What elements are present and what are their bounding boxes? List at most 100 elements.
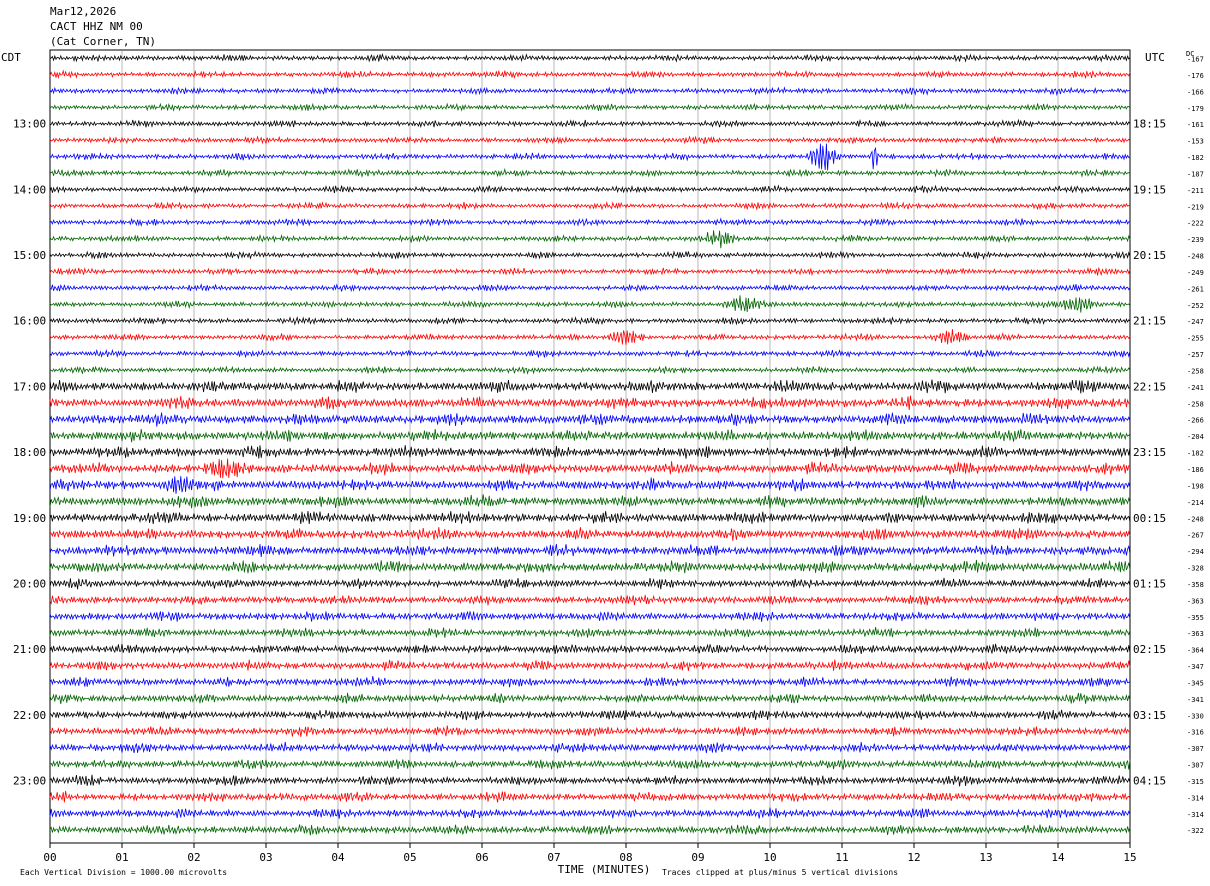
right-hour-label: 21:15 <box>1133 315 1166 328</box>
station-code: CACT HHZ NM 00 <box>50 20 143 33</box>
right-hour-label: 20:15 <box>1133 249 1166 262</box>
x-tick-label: 13 <box>979 851 992 864</box>
dc-offset-label: -257 <box>1187 351 1204 359</box>
left-hour-label: 14:00 <box>13 183 46 196</box>
dc-offset-label: -249 <box>1187 269 1204 277</box>
dc-offset-label: -364 <box>1187 647 1204 655</box>
x-tick-label: 10 <box>763 851 776 864</box>
dc-offset-label: -322 <box>1187 827 1204 835</box>
x-tick-label: 12 <box>907 851 920 864</box>
seismic-trace <box>49 759 1131 770</box>
seismic-trace <box>49 807 1131 819</box>
right-hour-label: 02:15 <box>1133 643 1166 656</box>
seismic-trace <box>49 266 1131 277</box>
left-hour-label: 16:00 <box>13 315 46 328</box>
x-tick-label: 08 <box>619 851 632 864</box>
seismic-trace <box>49 135 1131 145</box>
left-hour-label: 20:00 <box>13 577 46 590</box>
seismic-trace <box>49 348 1131 359</box>
left-hour-label: 22:00 <box>13 709 46 722</box>
dc-offset-label: -182 <box>1187 450 1204 458</box>
dc-offset-label: -219 <box>1187 203 1204 211</box>
x-tick-label: 09 <box>691 851 704 864</box>
dc-offset-label: -153 <box>1187 138 1204 146</box>
dc-offset-label: -261 <box>1187 285 1204 293</box>
seismic-trace <box>49 543 1131 557</box>
scale-note: Each Vertical Division = 1000.00 microvo… <box>20 868 227 877</box>
right-hour-label: 00:15 <box>1133 512 1166 525</box>
right-timezone-label: UTC <box>1145 51 1165 64</box>
seismic-trace <box>49 643 1131 655</box>
x-tick-label: 07 <box>547 851 560 864</box>
dc-offset-label: -179 <box>1187 105 1204 113</box>
dc-offset-label: -182 <box>1187 154 1204 162</box>
x-tick-label: 04 <box>331 851 345 864</box>
x-tick-label: 14 <box>1051 851 1065 864</box>
dc-offset-label: -248 <box>1187 253 1204 261</box>
dc-offset-label: -294 <box>1187 548 1204 556</box>
right-hour-label: 22:15 <box>1133 380 1166 393</box>
seismic-trace <box>49 774 1131 787</box>
right-hour-label: 19:15 <box>1133 183 1166 196</box>
dc-offset-label: -214 <box>1187 499 1204 507</box>
seismic-trace <box>49 494 1131 509</box>
seismic-trace <box>49 676 1131 688</box>
x-tick-label: 11 <box>835 851 848 864</box>
left-hour-label: 17:00 <box>13 380 46 393</box>
seismic-trace <box>49 659 1131 671</box>
x-tick-label: 03 <box>259 851 272 864</box>
dc-offset-label: -166 <box>1187 88 1204 96</box>
dc-offset-label: -330 <box>1187 712 1204 720</box>
seismic-trace <box>49 741 1131 754</box>
seismic-trace <box>49 824 1131 836</box>
station-location: (Cat Corner, TN) <box>50 35 156 48</box>
left-hour-label: 15:00 <box>13 249 46 262</box>
right-hour-label: 03:15 <box>1133 709 1166 722</box>
dc-offset-label: -222 <box>1187 220 1204 228</box>
seismic-trace <box>49 295 1131 313</box>
dc-offset-label: -258 <box>1187 367 1204 375</box>
seismic-trace <box>49 329 1131 345</box>
x-tick-label: 06 <box>475 851 488 864</box>
seismic-trace <box>49 395 1131 411</box>
seismic-trace <box>49 527 1131 541</box>
seismic-trace <box>49 511 1131 525</box>
plot-frame <box>49 49 1131 844</box>
seismic-trace <box>49 69 1131 80</box>
dc-offset-label: -239 <box>1187 236 1204 244</box>
seismic-trace <box>49 725 1131 737</box>
left-hour-label: 23:00 <box>13 774 46 787</box>
seismic-trace <box>49 230 1131 249</box>
dc-offset-label: -267 <box>1187 532 1204 540</box>
dc-offset-label: -307 <box>1187 762 1204 770</box>
dc-offset-label: -255 <box>1187 335 1204 343</box>
seismic-trace <box>49 217 1131 227</box>
dc-column-header: DC <box>1186 50 1194 58</box>
dc-offset-label: -341 <box>1187 696 1204 704</box>
dc-offset-label: -347 <box>1187 663 1204 671</box>
left-hour-label: 13:00 <box>13 118 46 131</box>
dc-offset-label: -345 <box>1187 679 1204 687</box>
dc-offset-label: -211 <box>1187 187 1204 195</box>
dc-offset-label: -266 <box>1187 417 1204 425</box>
seismic-trace <box>49 143 1131 171</box>
seismic-trace <box>49 790 1131 803</box>
seismic-trace <box>49 102 1131 112</box>
dc-offset-label: -161 <box>1187 121 1204 129</box>
left-timezone-label: CDT <box>1 51 21 64</box>
seismic-trace <box>49 458 1131 479</box>
left-hour-label: 21:00 <box>13 643 46 656</box>
chart-date: Mar12,2026 <box>50 5 117 18</box>
seismic-trace <box>49 379 1131 394</box>
seismic-trace <box>49 594 1131 606</box>
seismic-trace <box>49 476 1131 494</box>
x-tick-label: 01 <box>115 851 128 864</box>
seismic-trace <box>49 53 1131 63</box>
seismic-trace <box>49 709 1131 721</box>
x-tick-label: 05 <box>403 851 416 864</box>
left-hour-label: 18:00 <box>13 446 46 459</box>
seismic-trace <box>49 412 1131 427</box>
seismic-trace <box>49 118 1131 129</box>
right-hour-label: 23:15 <box>1133 446 1166 459</box>
